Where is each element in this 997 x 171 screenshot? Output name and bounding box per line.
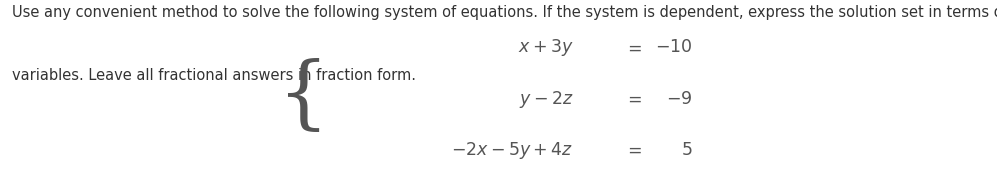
Text: variables. Leave all fractional answers in fraction form.: variables. Leave all fractional answers …: [12, 68, 416, 83]
Text: $-2x - 5y + 4z$: $-2x - 5y + 4z$: [451, 140, 573, 161]
Text: {: {: [278, 58, 330, 136]
Text: $x + 3y$: $x + 3y$: [517, 37, 573, 58]
Text: $y - 2z$: $y - 2z$: [518, 89, 573, 110]
Text: $-10$: $-10$: [655, 39, 693, 56]
Text: $=$: $=$: [624, 91, 642, 108]
Text: $-9$: $-9$: [666, 91, 693, 108]
Text: $=$: $=$: [624, 142, 642, 159]
Text: $5$: $5$: [681, 142, 693, 159]
Text: Use any convenient method to solve the following system of equations. If the sys: Use any convenient method to solve the f…: [12, 5, 997, 20]
Text: $=$: $=$: [624, 39, 642, 56]
